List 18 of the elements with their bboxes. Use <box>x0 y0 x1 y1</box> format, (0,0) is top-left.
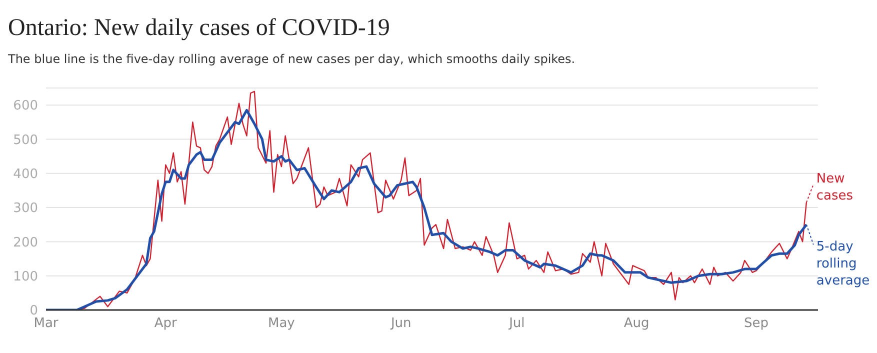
legend-label: New cases <box>816 171 854 204</box>
x-tick-label: Mar <box>34 316 59 332</box>
x-tick-label: Jul <box>508 316 525 332</box>
y-tick-label: 0 <box>30 304 38 319</box>
y-tick-label: 100 <box>13 269 38 284</box>
y-tick-label: 400 <box>13 167 38 182</box>
x-tick-label: Aug <box>624 316 650 332</box>
x-tick-label: Jun <box>390 316 412 332</box>
x-tick-label: May <box>268 316 296 332</box>
y-tick-label: 600 <box>13 98 38 114</box>
series-label: 5-day rolling average <box>816 240 870 289</box>
y-tick-label: 200 <box>13 235 38 250</box>
x-tick-label: Sep <box>744 316 768 332</box>
chart-title: Ontario: New daily cases of COVID-19 <box>8 14 391 43</box>
x-tick-label: Apr <box>154 316 178 332</box>
y-tick-label: 300 <box>13 201 38 216</box>
chart-subtitle: The blue line is the five-day rolling average of new cases per day, which smooths daily spikes. <box>8 51 576 68</box>
y-tick-label: 500 <box>13 132 38 148</box>
